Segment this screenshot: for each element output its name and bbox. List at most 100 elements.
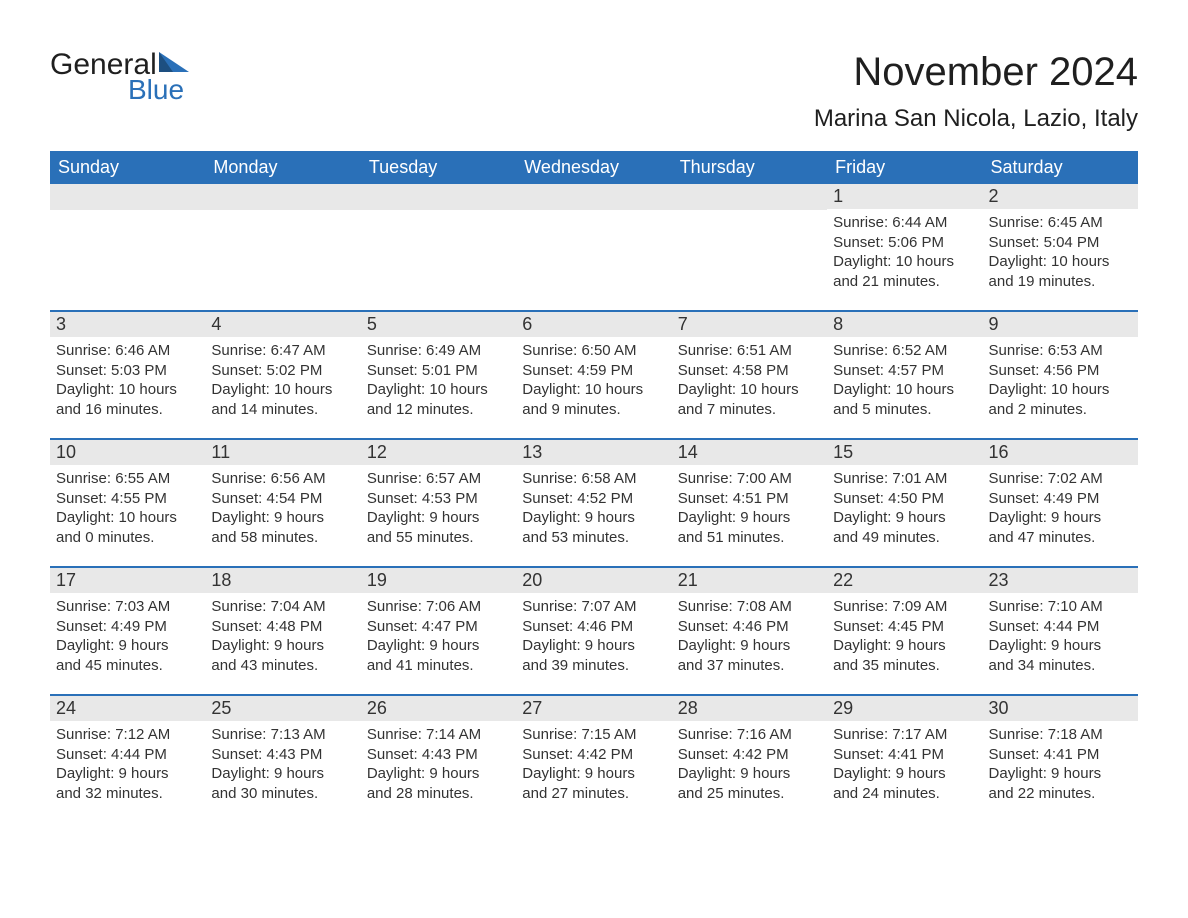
daylight-text: and 21 minutes.	[833, 272, 976, 292]
day-details: Sunrise: 6:45 AMSunset: 5:04 PMDaylight:…	[983, 209, 1138, 297]
day-number: 15	[827, 440, 982, 465]
sunrise-text: Sunrise: 6:55 AM	[56, 469, 199, 489]
sunrise-text: Sunrise: 7:07 AM	[522, 597, 665, 617]
day-number-empty	[672, 184, 827, 210]
calendar-week: 10Sunrise: 6:55 AMSunset: 4:55 PMDayligh…	[50, 438, 1138, 558]
daylight-text: and 16 minutes.	[56, 400, 199, 420]
day-number: 30	[983, 696, 1138, 721]
daylight-text: and 39 minutes.	[522, 656, 665, 676]
weeks-container: 1Sunrise: 6:44 AMSunset: 5:06 PMDaylight…	[50, 184, 1138, 814]
calendar-cell: 11Sunrise: 6:56 AMSunset: 4:54 PMDayligh…	[205, 440, 360, 558]
day-details: Sunrise: 7:13 AMSunset: 4:43 PMDaylight:…	[205, 721, 360, 809]
calendar-cell	[516, 184, 671, 302]
daylight-text: and 35 minutes.	[833, 656, 976, 676]
day-details: Sunrise: 7:03 AMSunset: 4:49 PMDaylight:…	[50, 593, 205, 681]
day-number: 2	[983, 184, 1138, 209]
calendar-cell: 10Sunrise: 6:55 AMSunset: 4:55 PMDayligh…	[50, 440, 205, 558]
sunrise-text: Sunrise: 7:12 AM	[56, 725, 199, 745]
calendar-cell: 15Sunrise: 7:01 AMSunset: 4:50 PMDayligh…	[827, 440, 982, 558]
day-details: Sunrise: 7:14 AMSunset: 4:43 PMDaylight:…	[361, 721, 516, 809]
daylight-text: Daylight: 10 hours	[367, 380, 510, 400]
day-number: 18	[205, 568, 360, 593]
day-details: Sunrise: 7:15 AMSunset: 4:42 PMDaylight:…	[516, 721, 671, 809]
calendar-cell: 27Sunrise: 7:15 AMSunset: 4:42 PMDayligh…	[516, 696, 671, 814]
sunrise-text: Sunrise: 7:03 AM	[56, 597, 199, 617]
daylight-text: and 12 minutes.	[367, 400, 510, 420]
sunrise-text: Sunrise: 7:04 AM	[211, 597, 354, 617]
day-number: 23	[983, 568, 1138, 593]
day-number: 24	[50, 696, 205, 721]
day-details: Sunrise: 7:02 AMSunset: 4:49 PMDaylight:…	[983, 465, 1138, 553]
sunset-text: Sunset: 4:52 PM	[522, 489, 665, 509]
sunrise-text: Sunrise: 7:18 AM	[989, 725, 1132, 745]
day-number-empty	[50, 184, 205, 210]
sunset-text: Sunset: 4:50 PM	[833, 489, 976, 509]
daylight-text: Daylight: 10 hours	[211, 380, 354, 400]
sunset-text: Sunset: 4:54 PM	[211, 489, 354, 509]
sunrise-text: Sunrise: 6:52 AM	[833, 341, 976, 361]
weekday-label: Monday	[205, 151, 360, 184]
calendar-cell: 17Sunrise: 7:03 AMSunset: 4:49 PMDayligh…	[50, 568, 205, 686]
day-details: Sunrise: 7:00 AMSunset: 4:51 PMDaylight:…	[672, 465, 827, 553]
calendar-cell: 4Sunrise: 6:47 AMSunset: 5:02 PMDaylight…	[205, 312, 360, 430]
calendar-cell: 23Sunrise: 7:10 AMSunset: 4:44 PMDayligh…	[983, 568, 1138, 686]
daylight-text: Daylight: 9 hours	[211, 508, 354, 528]
calendar-cell: 28Sunrise: 7:16 AMSunset: 4:42 PMDayligh…	[672, 696, 827, 814]
sunset-text: Sunset: 4:49 PM	[56, 617, 199, 637]
calendar-week: 1Sunrise: 6:44 AMSunset: 5:06 PMDaylight…	[50, 184, 1138, 302]
calendar-cell: 21Sunrise: 7:08 AMSunset: 4:46 PMDayligh…	[672, 568, 827, 686]
weekday-label: Tuesday	[361, 151, 516, 184]
sunrise-text: Sunrise: 6:57 AM	[367, 469, 510, 489]
sunrise-text: Sunrise: 7:17 AM	[833, 725, 976, 745]
calendar-cell	[361, 184, 516, 302]
daylight-text: Daylight: 9 hours	[678, 764, 821, 784]
day-number: 25	[205, 696, 360, 721]
day-details: Sunrise: 6:52 AMSunset: 4:57 PMDaylight:…	[827, 337, 982, 425]
calendar-cell: 13Sunrise: 6:58 AMSunset: 4:52 PMDayligh…	[516, 440, 671, 558]
sunrise-text: Sunrise: 7:14 AM	[367, 725, 510, 745]
day-details: Sunrise: 6:50 AMSunset: 4:59 PMDaylight:…	[516, 337, 671, 425]
day-details: Sunrise: 6:49 AMSunset: 5:01 PMDaylight:…	[361, 337, 516, 425]
daylight-text: Daylight: 9 hours	[367, 764, 510, 784]
calendar-cell: 9Sunrise: 6:53 AMSunset: 4:56 PMDaylight…	[983, 312, 1138, 430]
day-details: Sunrise: 6:44 AMSunset: 5:06 PMDaylight:…	[827, 209, 982, 297]
calendar-cell: 6Sunrise: 6:50 AMSunset: 4:59 PMDaylight…	[516, 312, 671, 430]
calendar-cell: 5Sunrise: 6:49 AMSunset: 5:01 PMDaylight…	[361, 312, 516, 430]
day-number: 12	[361, 440, 516, 465]
daylight-text: Daylight: 9 hours	[367, 636, 510, 656]
daylight-text: and 24 minutes.	[833, 784, 976, 804]
calendar-cell: 18Sunrise: 7:04 AMSunset: 4:48 PMDayligh…	[205, 568, 360, 686]
page-title: November 2024	[814, 50, 1138, 95]
day-number: 14	[672, 440, 827, 465]
day-number-empty	[205, 184, 360, 210]
daylight-text: and 37 minutes.	[678, 656, 821, 676]
day-details: Sunrise: 7:04 AMSunset: 4:48 PMDaylight:…	[205, 593, 360, 681]
day-number: 4	[205, 312, 360, 337]
day-number: 17	[50, 568, 205, 593]
day-number: 1	[827, 184, 982, 209]
sunrise-text: Sunrise: 6:58 AM	[522, 469, 665, 489]
sunrise-text: Sunrise: 7:01 AM	[833, 469, 976, 489]
sunrise-text: Sunrise: 7:09 AM	[833, 597, 976, 617]
day-number: 6	[516, 312, 671, 337]
daylight-text: Daylight: 9 hours	[211, 636, 354, 656]
calendar-cell: 2Sunrise: 6:45 AMSunset: 5:04 PMDaylight…	[983, 184, 1138, 302]
weekday-label: Friday	[827, 151, 982, 184]
weekday-label: Wednesday	[516, 151, 671, 184]
sunrise-text: Sunrise: 6:56 AM	[211, 469, 354, 489]
day-number: 28	[672, 696, 827, 721]
calendar-cell: 22Sunrise: 7:09 AMSunset: 4:45 PMDayligh…	[827, 568, 982, 686]
calendar-cell	[672, 184, 827, 302]
sunset-text: Sunset: 4:48 PM	[211, 617, 354, 637]
weekday-label: Saturday	[983, 151, 1138, 184]
calendar-week: 17Sunrise: 7:03 AMSunset: 4:49 PMDayligh…	[50, 566, 1138, 686]
daylight-text: and 27 minutes.	[522, 784, 665, 804]
sunrise-text: Sunrise: 7:15 AM	[522, 725, 665, 745]
calendar-week: 24Sunrise: 7:12 AMSunset: 4:44 PMDayligh…	[50, 694, 1138, 814]
day-number: 8	[827, 312, 982, 337]
day-number: 26	[361, 696, 516, 721]
daylight-text: Daylight: 10 hours	[56, 508, 199, 528]
daylight-text: Daylight: 10 hours	[833, 252, 976, 272]
daylight-text: and 43 minutes.	[211, 656, 354, 676]
sunrise-text: Sunrise: 6:45 AM	[989, 213, 1132, 233]
